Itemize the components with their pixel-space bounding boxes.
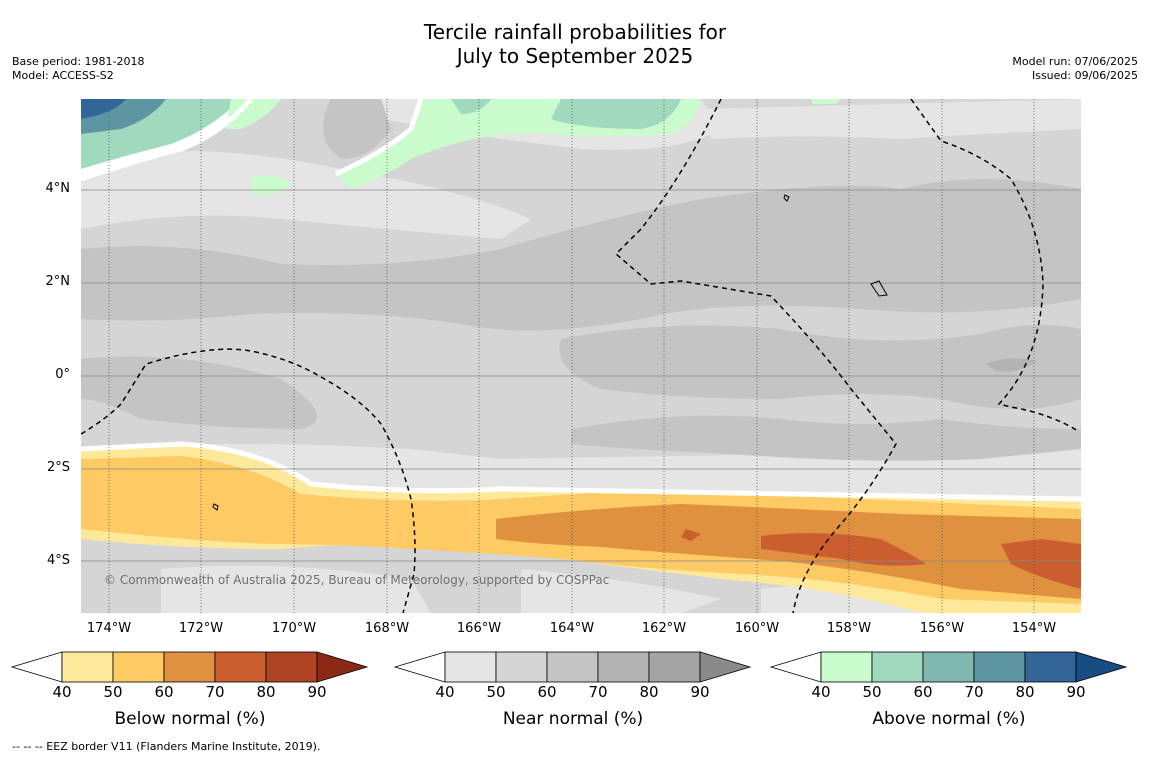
colorbar-segment xyxy=(61,651,114,683)
cb1-tick-80: 80 xyxy=(256,683,276,701)
near-normal-60-areas xyxy=(81,99,1081,461)
cb2-tick-40: 40 xyxy=(435,683,455,701)
x-tick-170w: 170°W xyxy=(271,621,317,636)
colorbar-near-normal xyxy=(393,651,752,683)
islands xyxy=(212,194,888,511)
y-tick-2s: 2°S xyxy=(46,460,70,475)
colorbar-segment xyxy=(973,651,1026,683)
colorbar-extend-high xyxy=(316,651,369,683)
copyright-notice: © Commonwealth of Australia 2025, Bureau… xyxy=(104,573,610,587)
colorbar-segment xyxy=(214,651,267,683)
colorbar-near-label: Near normal (%) xyxy=(502,709,644,729)
near-normal-70-areas xyxy=(986,358,1036,372)
x-tick-168w: 168°W xyxy=(364,621,410,636)
x-tick-156w: 156°W xyxy=(919,621,965,636)
lat-lines xyxy=(81,189,1081,562)
model-name: Model: ACCESS-S2 xyxy=(12,69,114,82)
cb2-tick-80: 80 xyxy=(639,683,659,701)
above-normal-areas xyxy=(81,99,841,196)
cb3-tick-60: 60 xyxy=(913,683,933,701)
boundary-lines xyxy=(81,99,1081,502)
cb1-tick-60: 60 xyxy=(154,683,174,701)
colorbar-segment xyxy=(648,651,701,683)
eez-borders xyxy=(81,99,1079,613)
meta-left: Base period: 1981-2018 Model: ACCESS-S2 xyxy=(12,55,144,83)
map-canvas xyxy=(81,99,1081,613)
title-line-2: July to September 2025 xyxy=(456,44,694,68)
colorbar-below-label: Below normal (%) xyxy=(114,709,266,729)
colorbar-segment xyxy=(444,651,497,683)
colorbar-extend-low xyxy=(393,651,446,683)
eez-footnote: -- -- -- EEZ border V11 (Flanders Marine… xyxy=(12,740,321,753)
colorbar-extend-low xyxy=(769,651,822,683)
x-tick-174w: 174°W xyxy=(86,621,132,636)
y-tick-4s: 4°S xyxy=(46,553,70,568)
cb2-tick-70: 70 xyxy=(588,683,608,701)
cb3-tick-80: 80 xyxy=(1015,683,1035,701)
colorbar-below-normal xyxy=(10,651,369,683)
colorbar-segment xyxy=(871,651,924,683)
cb1-tick-40: 40 xyxy=(52,683,72,701)
x-tick-154w: 154°W xyxy=(1011,621,1057,636)
cb2-tick-90: 90 xyxy=(690,683,710,701)
colorbar-extend-high xyxy=(699,651,752,683)
colorbar-segment xyxy=(163,651,216,683)
x-tick-166w: 166°W xyxy=(456,621,502,636)
colorbar-segment xyxy=(922,651,975,683)
map-title: Tercile rainfall probabilities for July … xyxy=(0,20,1150,68)
cb1-tick-90: 90 xyxy=(307,683,327,701)
colorbar-segment xyxy=(820,651,873,683)
x-tick-164w: 164°W xyxy=(549,621,595,636)
colorbar-segment xyxy=(1024,651,1077,683)
cb2-tick-50: 50 xyxy=(486,683,506,701)
title-line-1: Tercile rainfall probabilities for xyxy=(423,20,727,44)
colorbar-above-normal xyxy=(769,651,1128,683)
cb1-tick-50: 50 xyxy=(103,683,123,701)
cb1-tick-70: 70 xyxy=(205,683,225,701)
x-tick-160w: 160°W xyxy=(734,621,780,636)
x-tick-158w: 158°W xyxy=(826,621,872,636)
colorbar-segment xyxy=(597,651,650,683)
issued-date: Issued: 09/06/2025 xyxy=(1031,69,1138,82)
cb3-tick-40: 40 xyxy=(811,683,831,701)
cb3-tick-70: 70 xyxy=(964,683,984,701)
cb3-tick-90: 90 xyxy=(1066,683,1086,701)
meta-right: Model run: 07/06/2025 Issued: 09/06/2025 xyxy=(1012,55,1138,83)
colorbar-segment xyxy=(265,651,318,683)
y-tick-equator: 0° xyxy=(55,367,70,382)
x-tick-162w: 162°W xyxy=(641,621,687,636)
colorbar-extend-high xyxy=(1075,651,1128,683)
colorbar-segment xyxy=(546,651,599,683)
colorbar-segment xyxy=(495,651,548,683)
colorbar-near-segments xyxy=(393,651,752,683)
x-tick-172w: 172°W xyxy=(178,621,224,636)
colorbar-segment xyxy=(112,651,165,683)
cb3-tick-50: 50 xyxy=(862,683,882,701)
y-tick-2n: 2°N xyxy=(45,274,71,289)
colorbar-above-segments xyxy=(769,651,1128,683)
base-period: Base period: 1981-2018 xyxy=(12,55,145,68)
colorbar-extend-low xyxy=(10,651,63,683)
colorbar-above-label: Above normal (%) xyxy=(872,709,1026,729)
cb2-tick-60: 60 xyxy=(537,683,557,701)
colorbar-below-segments xyxy=(10,651,369,683)
y-tick-4n: 4°N xyxy=(45,181,71,196)
model-run: Model run: 07/06/2025 xyxy=(1012,55,1138,68)
